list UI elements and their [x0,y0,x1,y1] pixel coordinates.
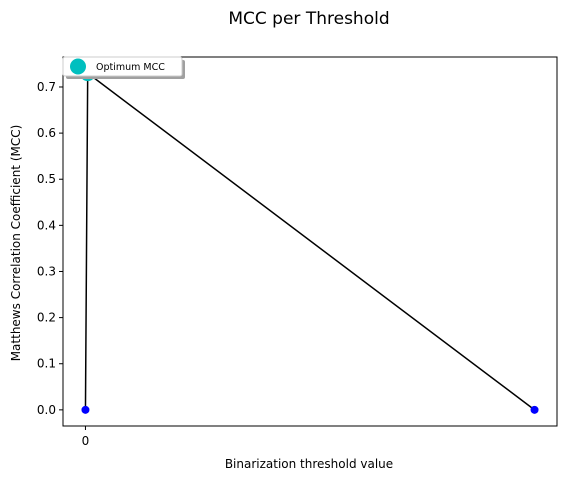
y-tick-label: 0.7 [37,80,56,94]
chart-title: MCC per Threshold [228,9,389,29]
legend-optimum-marker [70,58,86,75]
x-axis-label: Binarization threshold value [225,457,393,471]
y-axis-ticks: 0.0 0.1 0.2 0.3 0.4 0.5 0.6 0.7 [37,80,63,417]
plot-area [79,65,539,414]
y-tick-label: 0.1 [37,357,56,371]
y-tick-label: 0.4 [37,218,56,232]
y-tick-label: 0.6 [37,126,56,140]
x-axis-ticks: 0 [82,426,90,448]
y-axis-label: Matthews Correlation Coefficient (MCC) [9,125,23,362]
data-point [530,405,539,414]
data-point [81,405,90,414]
x-tick-label: 0 [82,434,90,448]
y-tick-label: 0.5 [37,172,56,186]
y-tick-label: 0.2 [37,311,56,325]
axes-frame [62,56,558,427]
legend-box [62,56,183,77]
legend: Optimum MCC [62,56,185,79]
y-tick-label: 0.0 [37,403,56,417]
mcc-series-line [84,71,535,411]
legend-label: Optimum MCC [96,62,165,73]
y-tick-label: 0.3 [37,264,56,278]
